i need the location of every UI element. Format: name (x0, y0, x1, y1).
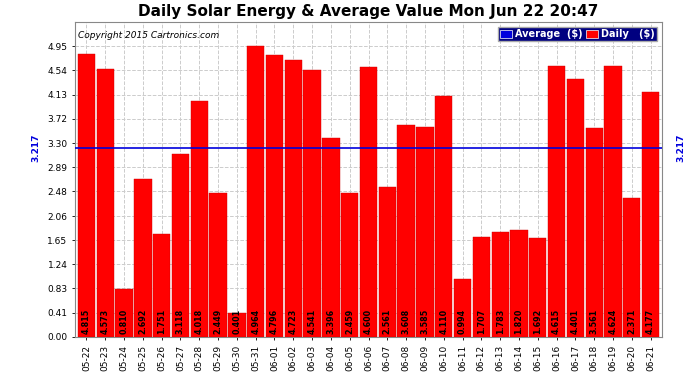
Bar (623, 198, 640, 337)
Text: 0.994: 0.994 (458, 309, 467, 334)
Bar (379, 187, 396, 337)
Bar (360, 67, 377, 337)
Bar (435, 96, 453, 337)
Bar (247, 45, 264, 337)
Bar (97, 69, 114, 337)
Bar (566, 79, 584, 337)
Bar (586, 128, 603, 337)
Text: 4.964: 4.964 (251, 309, 260, 334)
Bar (397, 125, 415, 337)
Bar (78, 54, 95, 337)
Bar (341, 193, 358, 337)
Text: 4.796: 4.796 (270, 309, 279, 334)
Bar (134, 179, 152, 337)
Text: 4.401: 4.401 (571, 309, 580, 334)
Bar (210, 193, 227, 337)
Text: 1.692: 1.692 (533, 309, 542, 334)
Bar (304, 70, 321, 337)
Text: 0.401: 0.401 (233, 309, 241, 334)
Bar (285, 60, 302, 337)
Text: 2.561: 2.561 (383, 309, 392, 334)
Text: 1.707: 1.707 (477, 309, 486, 334)
Text: Copyright 2015 Cartronics.com: Copyright 2015 Cartronics.com (78, 31, 219, 40)
Text: 2.459: 2.459 (345, 309, 354, 334)
Text: 3.217: 3.217 (32, 134, 41, 162)
Text: 4.723: 4.723 (289, 309, 298, 334)
Text: 1.783: 1.783 (495, 309, 504, 334)
Bar (491, 232, 509, 337)
Text: 4.018: 4.018 (195, 309, 204, 334)
Bar (454, 279, 471, 337)
Text: 2.692: 2.692 (139, 309, 148, 334)
Text: 4.615: 4.615 (552, 309, 561, 334)
Text: 1.751: 1.751 (157, 309, 166, 334)
Text: 4.541: 4.541 (308, 309, 317, 334)
Text: 3.118: 3.118 (176, 309, 185, 334)
Text: 3.217: 3.217 (677, 134, 686, 162)
Bar (548, 66, 565, 337)
Text: 3.396: 3.396 (326, 309, 335, 334)
Text: 3.608: 3.608 (402, 309, 411, 334)
Legend: Average  ($), Daily   ($): Average ($), Daily ($) (497, 27, 657, 42)
Text: 4.177: 4.177 (646, 309, 655, 334)
Text: 2.449: 2.449 (214, 309, 223, 334)
Bar (153, 234, 170, 337)
Text: 1.820: 1.820 (515, 309, 524, 334)
Bar (642, 92, 659, 337)
Text: 3.561: 3.561 (590, 309, 599, 334)
Bar (322, 138, 339, 337)
Bar (473, 237, 490, 337)
Bar (228, 314, 246, 337)
Title: Daily Solar Energy & Average Value Mon Jun 22 20:47: Daily Solar Energy & Average Value Mon J… (138, 4, 599, 19)
Bar (115, 290, 132, 337)
Bar (266, 56, 283, 337)
Bar (190, 101, 208, 337)
Bar (511, 230, 528, 337)
Text: 4.624: 4.624 (609, 309, 618, 334)
Bar (529, 238, 546, 337)
Text: 4.815: 4.815 (82, 309, 91, 334)
Text: 2.371: 2.371 (627, 309, 636, 334)
Bar (416, 126, 433, 337)
Text: 4.110: 4.110 (440, 309, 449, 334)
Text: 4.573: 4.573 (101, 309, 110, 334)
Bar (172, 154, 189, 337)
Text: 4.600: 4.600 (364, 309, 373, 334)
Text: 3.585: 3.585 (420, 309, 429, 334)
Bar (604, 66, 622, 337)
Text: 0.810: 0.810 (119, 309, 128, 334)
